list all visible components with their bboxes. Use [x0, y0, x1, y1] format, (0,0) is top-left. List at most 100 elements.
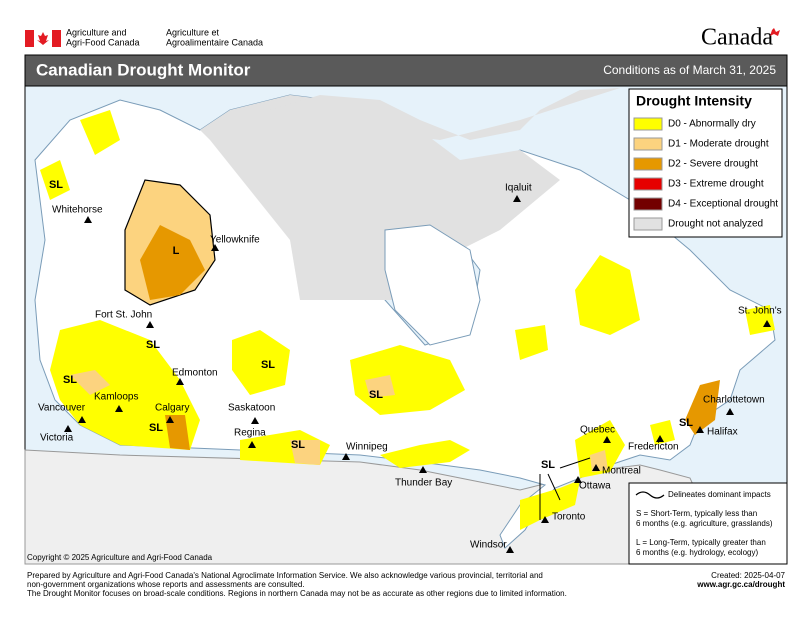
legend-swatch [633, 217, 663, 231]
legend-label: D0 - Abnormally dry [668, 119, 756, 130]
copyright: Copyright © 2025 Agriculture and Agri-Fo… [27, 553, 213, 562]
city-marker [541, 516, 549, 523]
city-label: Halifax [707, 427, 738, 438]
city-marker [574, 476, 582, 483]
drought-area [685, 380, 720, 435]
drought-area [575, 255, 640, 335]
legend-title: Drought Intensity [636, 93, 752, 109]
impact-short: S = Short-Term, typically less than [636, 509, 757, 518]
city-label: Thunder Bay [395, 478, 452, 489]
city-label: Yellowknife [210, 235, 260, 246]
city-label: St. John's [738, 306, 782, 317]
city-marker [251, 417, 259, 424]
drought-area [50, 320, 200, 450]
dept-fr: Agroalimentaire Canada [166, 37, 263, 47]
city-label: Edmonton [172, 368, 218, 379]
city-marker [696, 426, 704, 433]
impact-line-label: Delineates dominant impacts [668, 490, 771, 499]
impact-label: SL [49, 179, 63, 191]
city-marker [248, 441, 256, 448]
footer-line: Prepared by Agriculture and Agri-Food Ca… [27, 571, 543, 580]
impact-label: SL [679, 417, 693, 429]
title-bar [24, 54, 788, 87]
drought-area [270, 88, 620, 140]
city-marker [592, 464, 600, 471]
impact-label: SL [541, 459, 555, 471]
impact-long: L = Long-Term, typically greater than [636, 538, 766, 547]
city-label: Fort St. John [95, 310, 152, 321]
city-label: Vancouver [38, 403, 86, 414]
city-label: Kamloops [94, 392, 138, 403]
footer-line: The Drought Monitor focuses on broad-sca… [27, 589, 567, 598]
city-marker [78, 416, 86, 423]
drought-area [350, 345, 465, 415]
drought-area [40, 160, 70, 200]
city-marker [176, 378, 184, 385]
city-marker [146, 321, 154, 328]
city-label: Regina [234, 428, 266, 439]
city-marker [115, 405, 123, 412]
impact-connectors [539, 457, 591, 520]
impact-label: L [173, 245, 180, 257]
drought-area [200, 95, 560, 300]
city-label: Calgary [155, 403, 189, 414]
impact-short: 6 months (e.g. agriculture, grasslands) [636, 519, 773, 528]
dept-en: Agriculture and [66, 27, 127, 37]
impact-label: SL [291, 439, 305, 451]
drought-area [650, 420, 675, 445]
impact-line-sample [635, 491, 665, 499]
legend-label: D2 - Severe drought [668, 159, 758, 170]
drought-areas [40, 110, 775, 530]
drought-area [515, 325, 548, 360]
drought-area [165, 415, 190, 450]
drought-area [575, 420, 625, 478]
dept-fr: Agriculture et [166, 27, 220, 37]
legend-swatch [633, 177, 663, 191]
city-label: Fredericton [628, 442, 679, 453]
city-marker [342, 453, 350, 460]
drought-area [590, 450, 608, 472]
city-label: Charlottetown [703, 395, 765, 406]
legend-swatch [633, 117, 663, 131]
impact-label: SL [149, 422, 163, 434]
title: Canadian Drought Monitor [36, 60, 251, 79]
city-label: Victoria [40, 433, 74, 444]
drought-area [232, 330, 290, 395]
city-label: Iqaluit [505, 183, 532, 194]
legend-label: D1 - Moderate drought [668, 139, 769, 150]
city-marker [211, 244, 219, 251]
city-marker [419, 466, 427, 473]
drought-area [140, 225, 205, 300]
url[interactable]: www.agr.gc.ca/drought [696, 580, 785, 589]
flag [25, 30, 61, 47]
drought-area [365, 375, 395, 398]
legend-swatch [633, 137, 663, 151]
drought-area [380, 440, 470, 468]
impact-label: SL [369, 389, 383, 401]
city-marker [726, 408, 734, 415]
city-marker [64, 425, 72, 432]
city-marker [166, 416, 174, 423]
city-marker [603, 436, 611, 443]
created-date: Created: 2025-04-07 [711, 571, 785, 580]
city-marker [84, 216, 92, 223]
city-label: Windsor [470, 540, 507, 551]
impact-label: SL [63, 374, 77, 386]
legend-swatch [633, 197, 663, 211]
legend-items: D0 - Abnormally dry D1 - Moderate drought… [633, 117, 778, 231]
city-marker [763, 320, 771, 327]
city-label: Ottawa [579, 481, 611, 492]
impacts-box [628, 482, 788, 565]
legend-label: Drought not analyzed [668, 219, 763, 230]
city-marker [656, 435, 664, 442]
cities: Whitehorse Yellowknife Iqaluit Fort St. Joh… [38, 183, 782, 553]
city-label: Toronto [552, 512, 586, 523]
city-marker [506, 546, 514, 553]
legend-label: D3 - Extreme drought [668, 179, 764, 190]
drought-area [745, 305, 775, 335]
city-label: Whitehorse [52, 205, 103, 216]
city-label: Winnipeg [346, 442, 388, 453]
city-marker [513, 195, 521, 202]
city-label: Quebec [580, 425, 615, 436]
